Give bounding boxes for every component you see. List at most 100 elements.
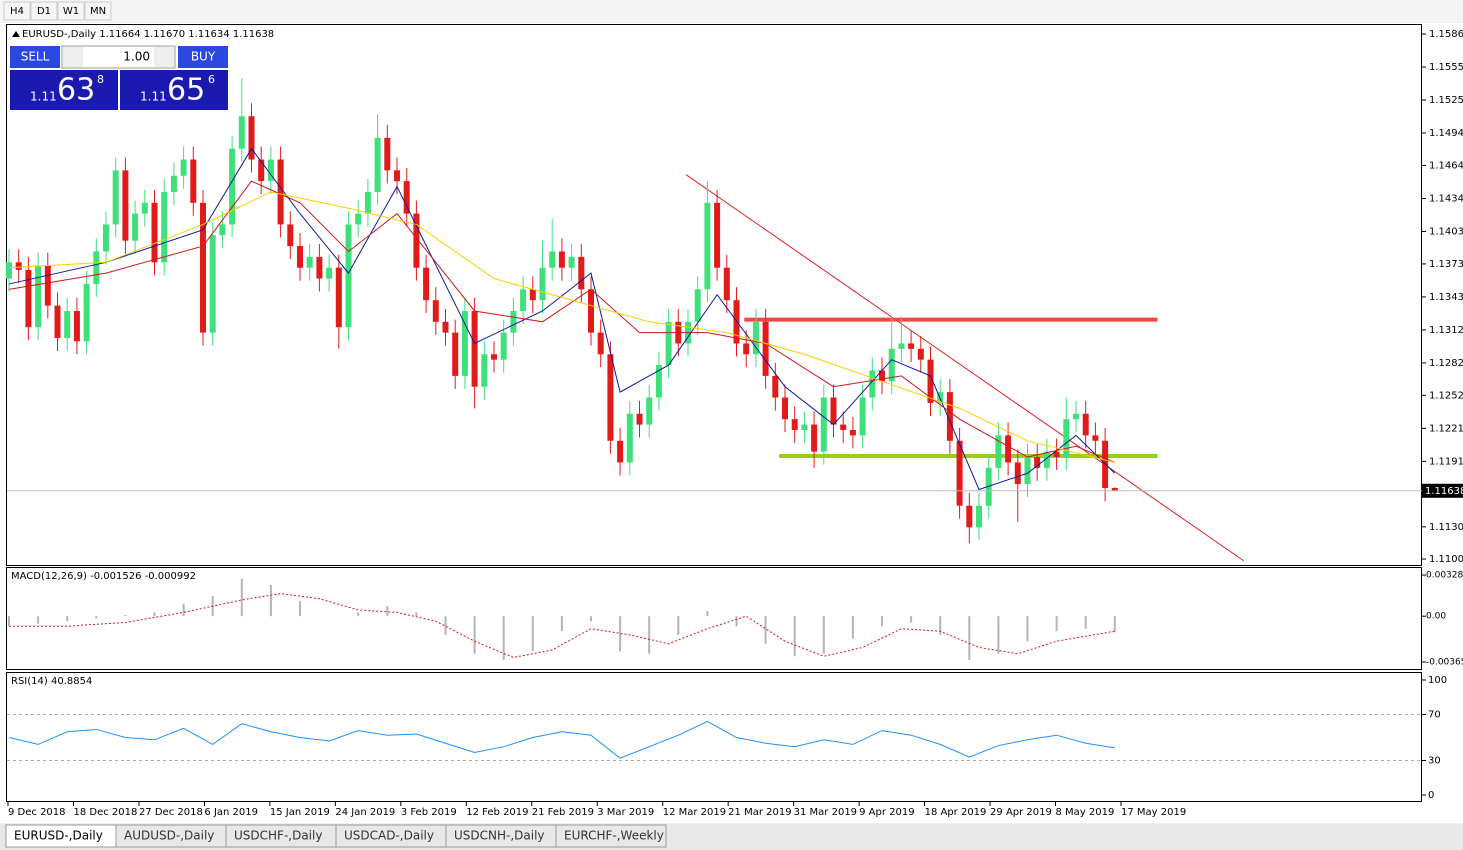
symbol-tab-label: EURCHF-,Weekly [564,829,664,843]
x-tick-label: 18 Dec 2018 [73,807,137,818]
candle-body [655,365,662,398]
y-tick-label: 0.00 [1426,612,1446,622]
candle-body [394,170,400,182]
candle-body [1005,435,1012,463]
lot-up[interactable] [154,47,174,67]
timeframe-button[interactable] [30,1,58,21]
candle-body [364,191,371,214]
candle-body [607,354,614,441]
sell-label: SELL [21,50,50,64]
candle-body [558,251,565,268]
candle-body [25,269,32,328]
timeframe-label: D1 [37,6,51,17]
timeframe-label: H4 [10,6,24,17]
x-tick-label: 21 Feb 2019 [532,807,594,818]
candle-body [985,467,992,506]
candle-body [849,429,856,436]
candle-body [694,289,701,322]
sell-pips: 63 [57,73,95,108]
y-tick-label: 1.15250 [1429,95,1463,106]
y-tick-label: 1.15860 [1429,29,1463,40]
y-tick-label: 1.14645 [1429,160,1463,171]
candle-body [510,310,517,333]
trade-panel: SELL 1.00 BUY 1.11 63 8 1.11 65 6 [10,45,228,110]
candle-body [132,213,139,241]
candle-body [170,175,177,192]
y-tick-label: 100 [1428,675,1447,686]
buy-big: 1.11 [140,90,167,104]
candle-body [1014,462,1021,485]
x-tick-label: 8 May 2019 [1056,807,1115,818]
candle-body [180,159,187,176]
candle-body [112,170,119,225]
x-tick-label: 9 Apr 2019 [859,807,914,818]
x-tick-label: 21 Mar 2019 [728,807,791,818]
candle-body [665,321,672,366]
timeframe-button[interactable] [3,1,31,21]
y-tick-label: 1.12215 [1429,423,1463,434]
candle-body [452,332,459,376]
x-tick-label: 18 Apr 2019 [925,807,987,818]
candle-body [859,397,866,436]
candle-body [1063,419,1070,458]
candle-body [791,419,798,430]
buy-price-box[interactable] [120,70,228,110]
timeframe-button[interactable] [84,1,112,21]
candle-body [646,397,653,425]
sell-big: 1.11 [30,90,57,104]
symbol-tab[interactable] [555,824,667,848]
candle-body [617,440,624,463]
candle-body [355,213,362,225]
buy-button[interactable] [178,46,228,68]
lot-down[interactable] [63,47,83,67]
lot-input[interactable] [61,45,176,69]
candle-body [287,224,294,247]
y-tick-label: -0.003659 [1426,657,1463,667]
symbol-tab-label: USDCNH-,Daily [454,829,545,843]
candle-body [626,413,633,463]
candle-body [141,202,148,214]
timeframe-button[interactable] [57,1,85,21]
x-tick-label: 12 Mar 2019 [663,807,726,818]
y-tick-label: 0 [1428,790,1434,801]
candle-body [93,251,100,284]
candle-body [151,202,158,263]
candle-body [704,202,711,290]
y-tick-label: 1.13125 [1429,325,1463,336]
symbol-tab-label: EURUSD-,Daily [14,829,103,843]
candle-body [384,137,391,171]
symbol-tab-label: AUDUSD-,Daily [124,829,214,843]
sell-price-box[interactable] [10,70,118,110]
candle-body [35,265,42,328]
y-tick-label: 1.13430 [1429,292,1463,303]
y-tick-label: 1.11910 [1429,456,1463,467]
sell-button[interactable] [10,46,60,68]
candle-body [743,343,750,355]
candle-body [64,310,71,339]
candle-body [122,170,129,241]
candle-body [44,265,51,306]
candle-body [549,251,556,268]
candle-body [820,397,827,452]
candle-body [811,424,818,452]
candle-body [403,181,410,214]
x-tick-label: 6 Jan 2019 [204,807,258,818]
candle-body [714,202,721,268]
candle-body [413,213,420,268]
y-tick-label: 1.13735 [1429,259,1463,270]
candle-body [597,332,604,355]
moving-average [8,147,1116,491]
toolbar [0,0,1463,22]
x-tick-label: 17 May 2019 [1121,807,1186,818]
candle-body [529,289,536,301]
candle-body [1073,413,1079,420]
candle-body [888,348,895,382]
candle-body [879,370,885,382]
candle-body [1092,435,1099,441]
candle-body [345,224,352,328]
candle-body [636,413,643,425]
candle-body [209,235,216,333]
candle-body [772,375,779,398]
x-tick-label: 31 Mar 2019 [794,807,857,818]
candle-body [1111,487,1118,491]
